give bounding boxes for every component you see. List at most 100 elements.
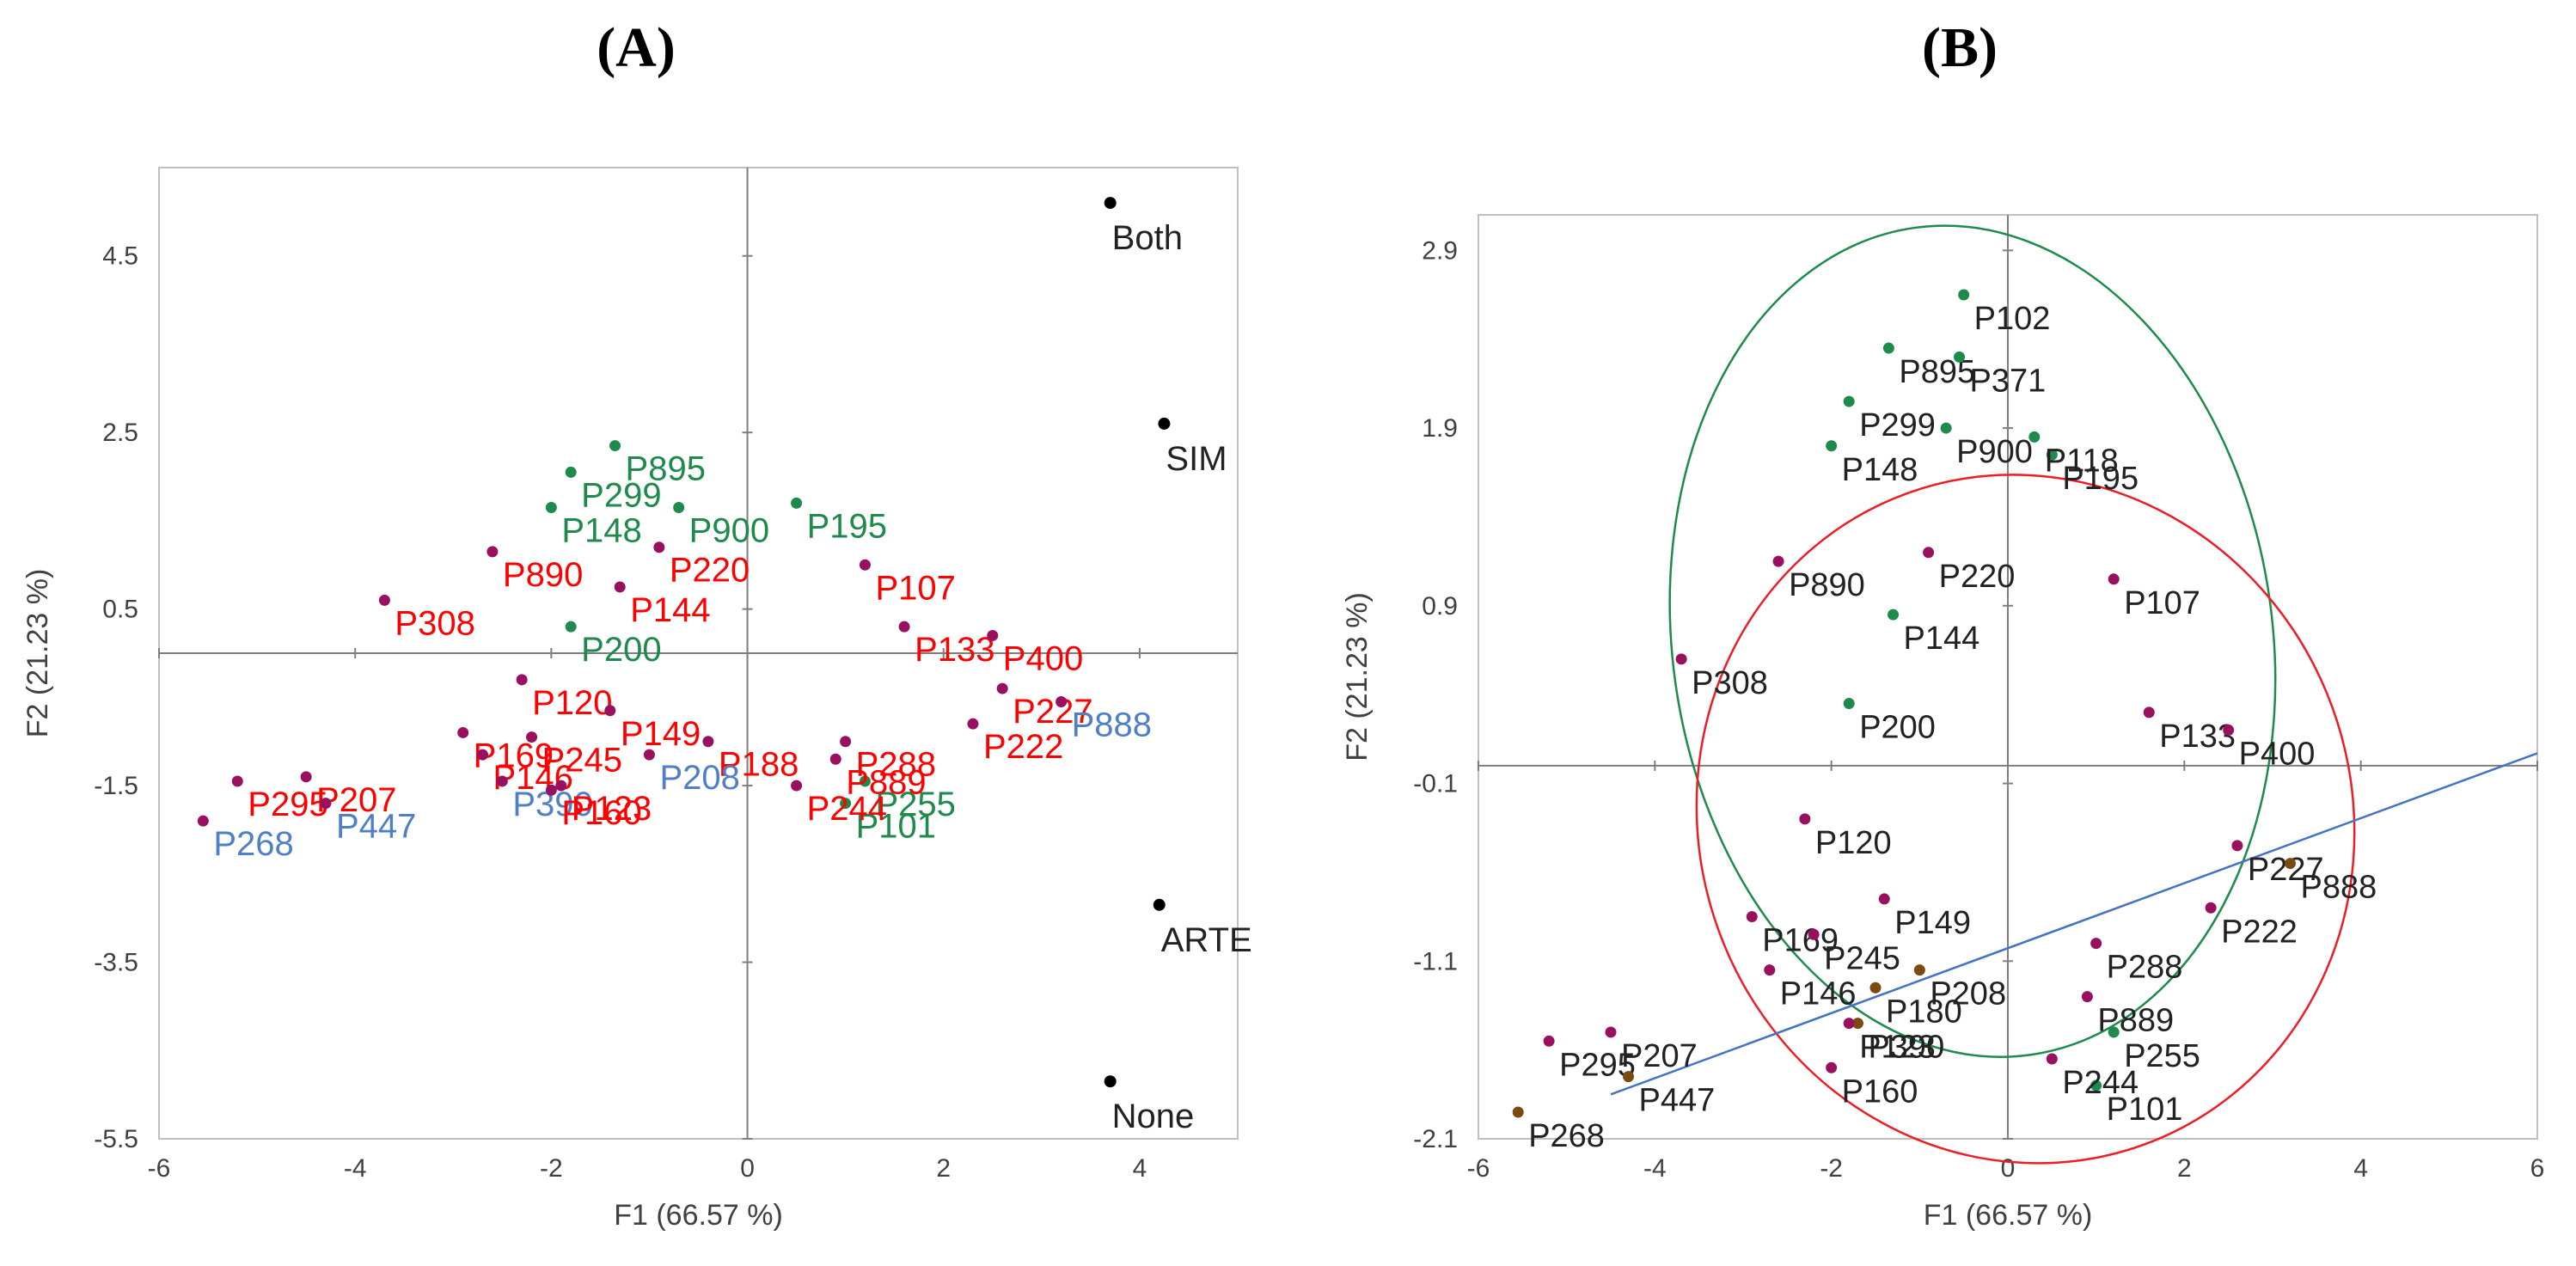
data-point-marker — [1623, 1071, 1635, 1083]
x-tick-label: 2 — [936, 1154, 951, 1183]
data-point-label: P208 — [659, 759, 739, 797]
data-point-marker — [2028, 431, 2041, 443]
confidence-ellipse — [1695, 474, 2356, 1165]
data-point-label: P371 — [1970, 363, 2047, 399]
panel-a-title: (A) — [597, 16, 676, 79]
data-point-label: P195 — [807, 507, 887, 545]
data-point-marker — [1746, 911, 1758, 923]
data-point-label: P222 — [983, 728, 1063, 766]
x-tick-label: -4 — [1643, 1154, 1667, 1183]
data-point-label: P244 — [807, 790, 887, 828]
data-point-label: P120 — [1815, 825, 1892, 861]
data-point-marker — [197, 815, 209, 827]
data-point-marker — [996, 682, 1008, 694]
data-point-label: P400 — [1003, 639, 1083, 677]
data-point-marker — [2205, 902, 2217, 914]
data-point-marker — [1869, 982, 1882, 994]
data-point-marker — [1958, 289, 1970, 301]
data-point-marker — [545, 502, 557, 513]
data-point-label: P255 — [2124, 1038, 2200, 1074]
data-point-label: P308 — [1692, 665, 1768, 701]
data-point-marker — [1772, 555, 1784, 567]
supplementary-label: Both — [1112, 219, 1183, 257]
y-tick-label: -1.1 — [1413, 947, 1458, 975]
data-point-label: P288 — [856, 746, 936, 784]
data-point-marker — [609, 440, 621, 452]
data-point-marker — [1851, 1018, 1863, 1030]
data-point-marker — [1055, 696, 1068, 707]
y-tick-label: -2.1 — [1413, 1125, 1458, 1153]
data-point-marker — [1799, 813, 1811, 825]
data-point-label: P133 — [915, 631, 994, 669]
data-point-label: P120 — [532, 684, 612, 722]
data-point-marker — [565, 466, 577, 478]
y-tick-label: 2.5 — [102, 419, 138, 447]
data-point-label: P895 — [626, 450, 706, 488]
data-point-marker — [516, 674, 528, 686]
x-axis-label: F1 (66.57 %) — [1924, 1199, 2093, 1232]
data-point-marker — [2285, 858, 2297, 870]
x-tick-label: 0 — [2001, 1154, 2016, 1183]
data-point-marker — [614, 581, 626, 593]
data-point-label: P207 — [1621, 1038, 1698, 1074]
data-point-label: P888 — [1072, 706, 1152, 744]
supplementary-marker — [1104, 1075, 1117, 1088]
data-point-marker — [1605, 1026, 1617, 1038]
data-point-label: P101 — [856, 808, 936, 846]
y-tick-label: 0.5 — [102, 596, 138, 624]
data-point-marker — [2090, 1079, 2102, 1092]
data-point-marker — [1878, 893, 1890, 905]
data-point-marker — [320, 798, 332, 810]
data-point-label: P390 — [1868, 1030, 1944, 1066]
data-point-marker — [604, 705, 616, 717]
data-point-label: P245 — [1824, 940, 1900, 976]
data-point-marker — [643, 749, 655, 761]
data-point-marker — [2108, 1026, 2120, 1038]
x-tick-label: -2 — [540, 1154, 563, 1183]
data-point-marker — [2046, 449, 2058, 461]
y-tick-label: 4.5 — [102, 242, 138, 271]
data-point-marker — [2090, 938, 2102, 950]
data-point-label: P133 — [2159, 719, 2236, 755]
data-point-label: P890 — [1789, 567, 1865, 603]
x-tick-label: 2 — [2177, 1154, 2192, 1183]
data-point-label: P222 — [2221, 914, 2298, 950]
y-tick-label: -0.1 — [1413, 770, 1458, 798]
data-point-marker — [2108, 573, 2120, 585]
data-point-marker — [2046, 1053, 2058, 1065]
data-point-marker — [2223, 725, 2235, 737]
data-point-label: P890 — [503, 556, 583, 594]
data-point-label: P220 — [1939, 559, 2016, 595]
data-point-label: P889 — [2097, 1003, 2174, 1039]
data-point-marker — [1923, 547, 1935, 559]
data-point-label: P160 — [1842, 1073, 1918, 1110]
data-point-label: P144 — [1904, 621, 1980, 657]
data-point-marker — [378, 594, 390, 606]
data-point-marker — [673, 502, 685, 513]
data-point-marker — [1764, 964, 1776, 976]
data-point-label: P244 — [2062, 1065, 2139, 1101]
data-point-marker — [898, 621, 910, 633]
data-point-label: P220 — [670, 552, 750, 590]
data-point-label: P268 — [213, 825, 293, 863]
supplementary-marker — [1158, 417, 1171, 430]
data-point-label: P146 — [1780, 976, 1857, 1012]
data-point-label: P169 — [1762, 923, 1839, 959]
data-point-marker — [1954, 351, 1966, 363]
data-point-label: P255 — [875, 786, 955, 823]
data-point-label: P299 — [1859, 407, 1936, 443]
data-point-label: P447 — [1639, 1083, 1716, 1119]
data-point-marker — [653, 541, 665, 553]
y-tick-label: -5.5 — [94, 1125, 138, 1153]
data-point-label: P200 — [1859, 710, 1936, 746]
y-tick-label: 2.9 — [1422, 236, 1458, 265]
y-tick-label: 0.9 — [1422, 592, 1458, 621]
data-point-marker — [1808, 928, 1820, 940]
x-tick-label: 4 — [2353, 1154, 2368, 1183]
data-point-marker — [987, 629, 999, 641]
data-point-label: P900 — [1956, 434, 2033, 470]
data-point-label: P288 — [2107, 950, 2183, 986]
supplementary-marker — [1104, 197, 1117, 210]
data-point-marker — [859, 559, 871, 571]
data-point-label: P889 — [846, 763, 926, 801]
